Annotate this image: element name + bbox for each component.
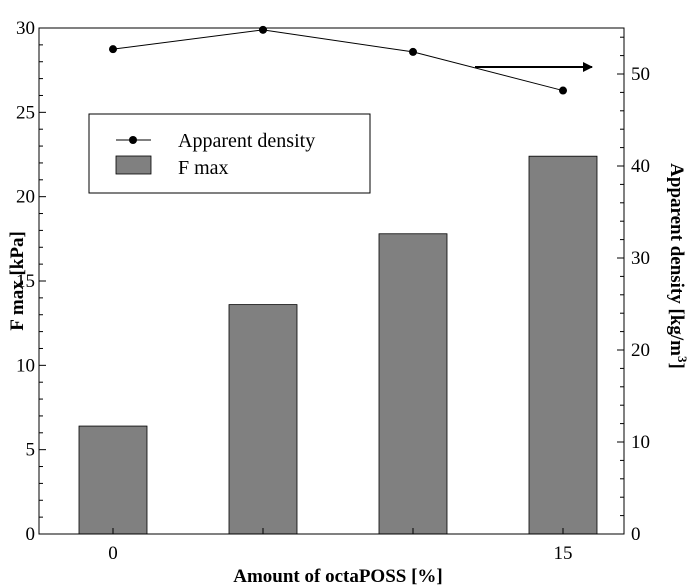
left-tick-label: 10 xyxy=(16,355,35,376)
x-tick-label: 15 xyxy=(554,543,573,564)
left-tick-label: 0 xyxy=(26,524,36,545)
right-tick-label: 50 xyxy=(631,64,650,85)
legend-label-density: Apparent density xyxy=(178,130,315,152)
fmax-bar-10 xyxy=(378,233,448,535)
density-point-10 xyxy=(409,47,417,56)
left-axis-title: F max [kPa] xyxy=(7,231,28,331)
right-axis-title-close: ] xyxy=(666,363,687,369)
density-line-layer xyxy=(109,25,567,95)
right-tick-label: 40 xyxy=(631,156,650,177)
left-tick-label: 30 xyxy=(16,18,35,39)
legend-marker-swatch xyxy=(129,136,137,144)
legend-box xyxy=(88,113,371,194)
density-point-15 xyxy=(559,86,567,95)
left-axis-ticks: 0 5 10 15 20 25 30 xyxy=(16,18,46,545)
right-tick-label: 20 xyxy=(631,340,650,361)
legend-bar-swatch xyxy=(115,155,152,175)
bars-layer xyxy=(78,155,598,535)
density-point-5 xyxy=(259,25,267,34)
left-tick-label: 25 xyxy=(16,102,35,123)
right-tick-label: 30 xyxy=(631,248,650,269)
legend: Apparent density F max xyxy=(88,113,371,194)
fmax-bar-0 xyxy=(78,425,148,535)
right-axis-ticks: 0 10 20 30 40 50 xyxy=(617,36,650,545)
fmax-bar-15 xyxy=(528,155,598,535)
x-axis-title: Amount of octaPOSS [%] xyxy=(233,566,443,586)
fmax-bar-5 xyxy=(228,304,298,535)
right-axis-title-main: Apparent density [kg/m xyxy=(666,163,687,356)
right-tick-label: 10 xyxy=(631,432,650,453)
density-series-line xyxy=(112,29,564,92)
right-axis-title-superscript: 3 xyxy=(675,356,690,363)
density-point-0 xyxy=(109,45,117,54)
legend-label-fmax: F max xyxy=(178,157,229,179)
left-tick-label: 5 xyxy=(26,440,36,461)
x-tick-label: 0 xyxy=(108,543,118,564)
right-axis-title: Apparent density [kg/m3] xyxy=(666,163,690,369)
x-axis-ticks: 0 15 xyxy=(108,528,573,564)
left-tick-label: 15 xyxy=(16,271,35,292)
left-tick-label: 20 xyxy=(16,187,35,208)
right-tick-label: 0 xyxy=(631,524,641,545)
